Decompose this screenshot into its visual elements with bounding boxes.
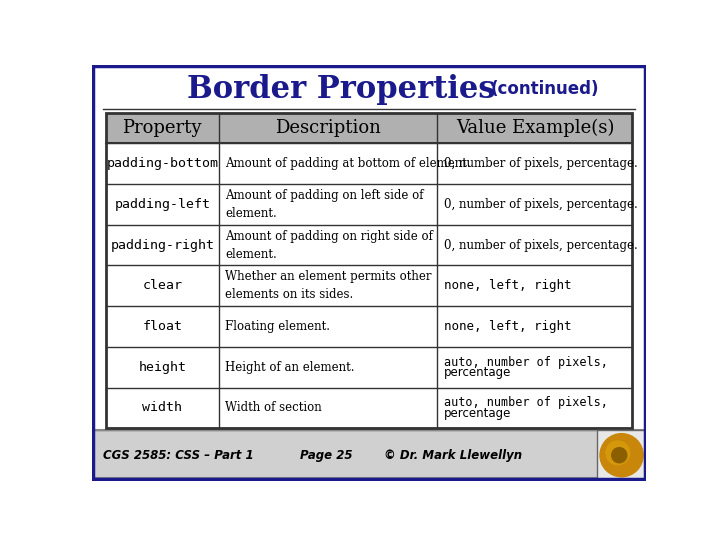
Bar xyxy=(597,430,644,479)
Bar xyxy=(92,430,647,481)
Text: Value Example(s): Value Example(s) xyxy=(456,119,614,137)
Text: percentage: percentage xyxy=(444,366,511,379)
Text: width: width xyxy=(143,401,182,414)
Circle shape xyxy=(612,448,627,463)
Text: none, left, right: none, left, right xyxy=(444,320,571,333)
Text: padding-left: padding-left xyxy=(114,198,210,211)
Circle shape xyxy=(606,441,629,465)
Text: Height of an element.: Height of an element. xyxy=(225,361,354,374)
Text: © Dr. Mark Llewellyn: © Dr. Mark Llewellyn xyxy=(384,449,523,462)
Text: Whether an element permits other
elements on its sides.: Whether an element permits other element… xyxy=(225,271,431,301)
Text: Page 25: Page 25 xyxy=(300,449,352,462)
Text: 0, number of pixels, percentage.: 0, number of pixels, percentage. xyxy=(444,198,637,211)
Circle shape xyxy=(600,434,643,477)
Text: Border Properties: Border Properties xyxy=(187,74,495,105)
Text: Width of section: Width of section xyxy=(225,401,322,414)
Text: CGS 2585: CSS – Part 1: CGS 2585: CSS – Part 1 xyxy=(104,449,254,462)
Text: float: float xyxy=(143,320,182,333)
Text: auto, number of pixels,: auto, number of pixels, xyxy=(444,396,608,409)
Text: Amount of padding at bottom of element.: Amount of padding at bottom of element. xyxy=(225,157,471,170)
Text: height: height xyxy=(138,361,186,374)
Text: padding-right: padding-right xyxy=(110,239,215,252)
Bar xyxy=(106,112,632,143)
Text: Floating element.: Floating element. xyxy=(225,320,330,333)
Text: 0, number of pixels, percentage.: 0, number of pixels, percentage. xyxy=(444,239,637,252)
Text: percentage: percentage xyxy=(444,407,511,420)
Bar xyxy=(106,112,632,428)
Text: (continued): (continued) xyxy=(491,80,600,98)
Text: Amount of padding on left side of
element.: Amount of padding on left side of elemen… xyxy=(225,189,423,220)
Text: auto, number of pixels,: auto, number of pixels, xyxy=(444,355,608,369)
Text: clear: clear xyxy=(143,279,182,292)
Text: Description: Description xyxy=(275,119,381,137)
Text: padding-bottom: padding-bottom xyxy=(107,157,218,170)
Text: Amount of padding on right side of
element.: Amount of padding on right side of eleme… xyxy=(225,230,433,261)
Text: 0, number of pixels, percentage.: 0, number of pixels, percentage. xyxy=(444,157,637,170)
Text: none, left, right: none, left, right xyxy=(444,279,571,292)
Text: Property: Property xyxy=(122,119,202,137)
